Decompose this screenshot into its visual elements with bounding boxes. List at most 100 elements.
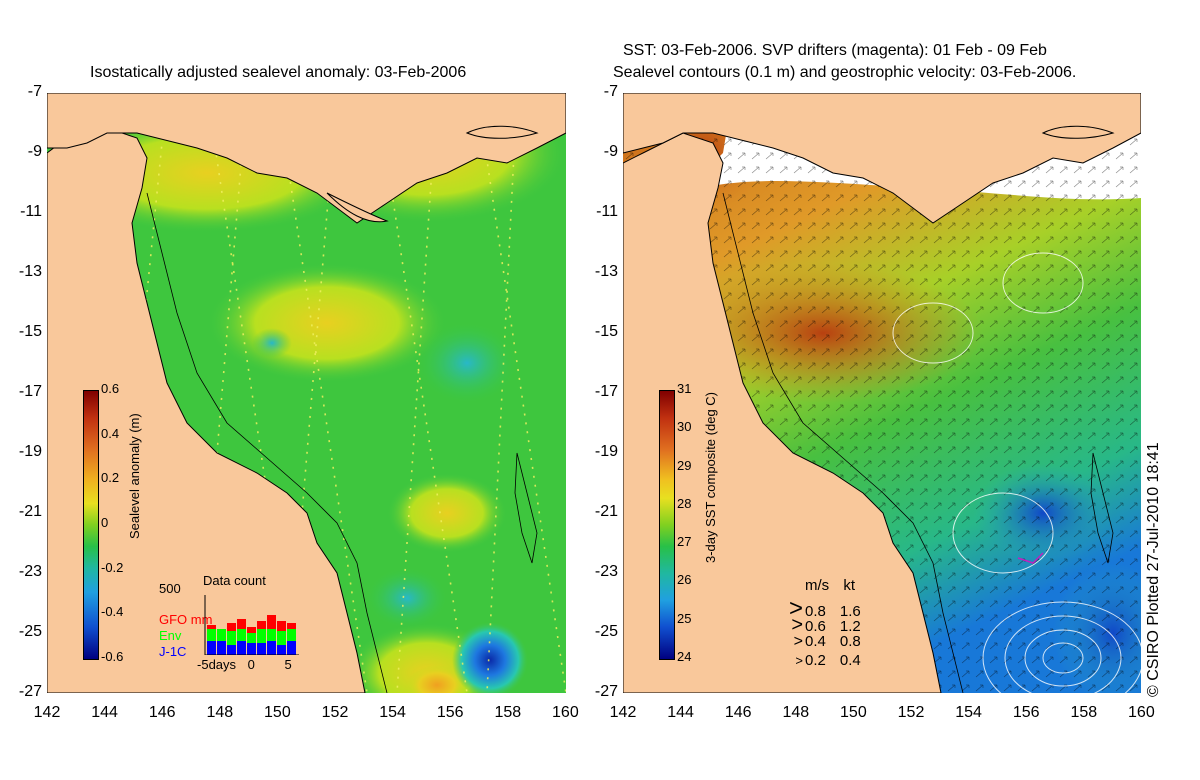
island	[1041, 125, 1115, 139]
right-colorbar-tick-label: 28	[677, 495, 692, 511]
left-map-y-tick-label: -7	[27, 83, 42, 100]
left-map-x-tick-label: 158	[494, 704, 522, 721]
velocity-legend-ms: 0.6	[805, 618, 826, 635]
data-count-bar-segment	[237, 619, 246, 629]
legend-gfo: GFO mm	[159, 612, 212, 627]
left-map: Sealevel anomaly (m) 0.6 0.4 0.2 0 -0.2 -0.4 -…	[47, 93, 566, 693]
left-map-y-tick-label: -21	[18, 503, 42, 520]
data-count-bar-segment	[217, 641, 226, 655]
data-count-bar-segment	[257, 629, 266, 643]
legend-gfo-label: GFO	[159, 612, 188, 627]
data-count-x-mid: 0	[247, 657, 255, 672]
velocity-arrow-icon: >	[791, 614, 803, 636]
right-colorbar-tick-label: 27	[677, 534, 692, 550]
right-map-y-tick-label: -23	[594, 563, 618, 580]
left-map-y-tick-label: -19	[18, 443, 42, 460]
velocity-legend-ms: 0.4	[805, 633, 826, 650]
left-map-x-tick-label: 156	[436, 704, 464, 721]
velocity-legend-row: >0.8 1.6	[783, 595, 861, 623]
right-map-y-tick-label: -11	[596, 203, 618, 220]
data-count-axis	[204, 595, 299, 655]
legend-env: Env	[159, 628, 182, 643]
velocity-legend-row: >0.4 0.8	[783, 633, 861, 651]
island	[465, 125, 539, 139]
data-count-bar-segment	[237, 629, 246, 641]
left-map-y-tick-label: -15	[18, 323, 42, 340]
data-count-xaxis: -5days 0 5	[197, 657, 292, 672]
left-map-y-tick-label: -13	[18, 263, 42, 280]
right-colorbar-tick-label: 29	[677, 457, 692, 473]
right-map-title-line1: SST: 03-Feb-2006. SVP drifters (magenta)…	[623, 42, 1047, 59]
data-count-x-unit: days	[208, 657, 237, 672]
velocity-legend-row: >0.6 1.2	[783, 614, 861, 637]
reef-outline	[514, 452, 538, 564]
right-colorbar-tick-label: 25	[677, 610, 692, 626]
left-map-x-tick-label: 142	[33, 704, 61, 721]
velocity-arrow-icon: >	[788, 595, 803, 622]
left-map-canvas	[47, 93, 566, 693]
velocity-legend-header: m/s kt	[805, 577, 855, 594]
right-map-x-tick-label: 154	[955, 704, 982, 721]
right-colorbar-tick-label: 26	[677, 572, 692, 588]
left-map-y-tick-label: -11	[20, 203, 42, 220]
left-colorbar-tick-label: -0.2	[101, 559, 124, 575]
velocity-legend-row: >0.2 0.4	[783, 652, 860, 669]
left-map-x-tick-label: 146	[148, 704, 176, 721]
right-map-y-tick-label: -9	[603, 143, 618, 160]
legend-j1c: J-1C	[159, 644, 187, 659]
data-count-bar-segment	[287, 623, 296, 629]
data-count-bar-segment	[207, 625, 216, 629]
sealevel-contours	[892, 252, 1141, 693]
island	[326, 192, 389, 223]
left-map-y-tick-label: -27	[18, 683, 42, 700]
data-count-bar-segment	[247, 633, 256, 643]
left-map-x-tick-label: 160	[552, 704, 579, 721]
data-count-bar-segment	[227, 631, 236, 645]
data-count-ymax: 500	[159, 581, 181, 596]
australia-land	[623, 132, 942, 693]
left-colorbar-tick-label: -0.4	[101, 604, 124, 620]
velocity-legend-kt-header: kt	[843, 577, 856, 594]
velocity-legend-kt: 1.6	[839, 603, 861, 620]
data-count-bar-segment	[287, 641, 296, 655]
right-map-x-tick-label: 156	[1012, 704, 1040, 721]
right-colorbar-label: 3-day SST composite (deg C)	[703, 392, 718, 563]
data-count-bar-segment	[257, 621, 266, 629]
data-count-chart	[204, 595, 299, 655]
velocity-arrow-icon: >	[795, 653, 803, 668]
left-map-y-tick-label: -9	[27, 143, 42, 160]
data-count-bar-segment	[247, 643, 256, 655]
anomaly-low-region	[252, 328, 292, 358]
data-count-inset: 500 Data count GFO mm Env J-1C -5days 0 …	[159, 571, 309, 681]
papua-new-guinea-land	[623, 93, 1141, 224]
data-count-bar-segment	[287, 629, 296, 641]
left-map-y-tick-label: -17	[18, 383, 42, 400]
right-map-y-tick-label: -15	[594, 323, 618, 340]
papua-new-guinea-land	[47, 93, 566, 224]
velocity-legend-kt: 1.2	[839, 618, 861, 635]
right-colorbar	[659, 390, 675, 660]
data-count-x-end: 5	[284, 657, 292, 672]
legend-mm-label: mm	[190, 612, 213, 627]
data-count-bar-segment	[247, 627, 256, 633]
credit-text: © CSIRO Plotted 27-Jul-2010 18:41	[1145, 442, 1162, 697]
right-map-y-tick-label: -25	[594, 623, 618, 640]
right-colorbar-tick-label: 31	[677, 381, 692, 396]
left-map-x-tick-label: 154	[379, 704, 406, 721]
data-count-bar-segment	[227, 623, 236, 631]
data-count-bar-segment	[207, 641, 216, 655]
right-map-y-tick-label: -13	[594, 263, 618, 280]
left-map-y-tick-label: -25	[18, 623, 42, 640]
right-map-y-tick-label: -17	[594, 383, 618, 400]
left-map-title: Isostatically adjusted sealevel anomaly:…	[90, 64, 467, 81]
left-map-x-tick-label: 152	[321, 704, 349, 721]
right-map-x-tick-label: 160	[1128, 704, 1155, 721]
right-map-x-tick-label: 146	[724, 704, 752, 721]
data-count-bar-segment	[277, 631, 286, 645]
reef-outline	[146, 192, 388, 693]
velocity-legend-ms: 0.2	[805, 652, 826, 669]
left-map-x-tick-label: 144	[91, 704, 118, 721]
right-map-y-tick-label: -19	[594, 443, 618, 460]
right-colorbar-tick-label: 24	[677, 649, 692, 664]
data-count-bar-segment	[217, 629, 226, 641]
